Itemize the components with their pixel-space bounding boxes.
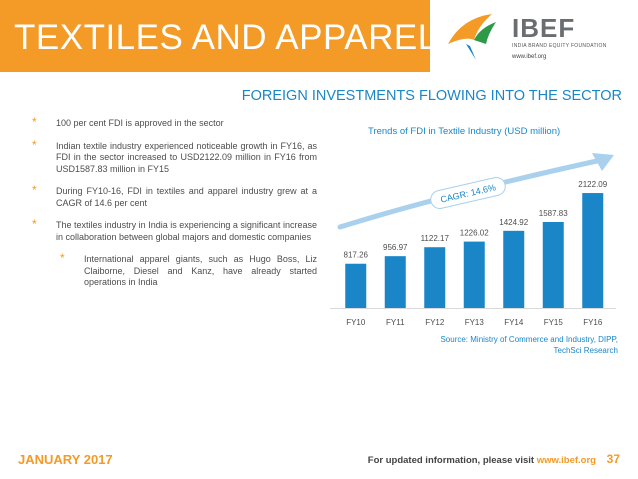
- logo-url[interactable]: www.ibef.org: [512, 54, 547, 60]
- bullet-text: 100 per cent FDI is approved in the sect…: [56, 118, 224, 128]
- star-bullet-icon: *: [32, 217, 37, 231]
- bullet-item: * 100 per cent FDI is approved in the sec…: [32, 115, 317, 130]
- bullet-item: * Indian textile industry experienced not…: [32, 137, 317, 176]
- bar-fy13: [463, 241, 485, 308]
- data-label: 2122.09: [578, 180, 607, 189]
- title-band: TEXTILES AND APPAREL: [0, 0, 437, 72]
- bullet-item: * During FY10-16, FDI in textiles and app…: [32, 183, 317, 209]
- cagr-badge: CAGR: 14.6%: [430, 176, 506, 210]
- star-bullet-icon: *: [32, 183, 37, 197]
- logo-wordmark: IBEF: [512, 13, 576, 43]
- sub-bullet-item: * International apparel giants, such as H…: [60, 251, 317, 289]
- star-bullet-icon: *: [32, 115, 37, 129]
- chart-title: Trends of FDI in Textile Industry (USD m…: [368, 126, 561, 137]
- fdi-bar-chart: 817.26 FY10 956.97 FY11 1122.17 FY12 1226.02 FY…: [330, 153, 616, 327]
- data-label: 817.26: [344, 251, 369, 260]
- data-label: 1122.17: [421, 234, 450, 243]
- data-label: 956.97: [383, 243, 408, 252]
- x-tick-label: FY16: [583, 318, 603, 327]
- chart-source: Source: Ministry of Commerce and Industr…: [440, 335, 618, 355]
- data-label: 1424.92: [499, 218, 528, 227]
- x-tick-label: FY15: [544, 318, 564, 327]
- bullet-text: Indian textile industry experienced noti…: [56, 140, 317, 174]
- footer-note: For updated information, please visit ww…: [368, 455, 596, 466]
- page-number: 37: [606, 452, 620, 466]
- star-bullet-icon: *: [32, 137, 37, 152]
- footer-link[interactable]: www.ibef.org: [536, 455, 596, 466]
- x-tick-label: FY10: [346, 318, 366, 327]
- data-label: 1226.02: [460, 229, 489, 238]
- cagr-arrowhead-icon: [592, 153, 614, 171]
- cagr-badge-box: [430, 176, 506, 210]
- footer-date: JANUARY 2017: [18, 452, 113, 467]
- bar-fy14: [503, 230, 525, 308]
- bar-fy11: [384, 256, 406, 308]
- x-tick-label: FY13: [465, 318, 485, 327]
- star-bullet-icon: *: [60, 251, 65, 265]
- page-title: TEXTILES AND APPAREL: [14, 18, 438, 57]
- bullet-item: * The textiles industry in India is exper…: [32, 217, 317, 243]
- ibef-logo: IBEF INDIA BRAND EQUITY FOUNDATION www.i…: [430, 0, 638, 72]
- x-tick-label: FY14: [504, 318, 524, 327]
- bullet-text: During FY10-16, FDI in textiles and appa…: [56, 186, 317, 208]
- bullet-list: * 100 per cent FDI is approved in the sec…: [32, 115, 317, 300]
- bullet-text: The textiles industry in India is experi…: [56, 220, 317, 242]
- bird-logo-icon: [448, 14, 496, 60]
- bar-fy15: [542, 221, 564, 308]
- bar-fy12: [424, 247, 446, 308]
- data-label: 1587.83: [539, 209, 568, 218]
- footer-text: For updated information, please visit: [367, 455, 535, 466]
- section-title: FOREIGN INVESTMENTS FLOWING INTO THE SEC…: [241, 88, 622, 104]
- bar-fy10: [345, 263, 367, 308]
- x-tick-label: FY12: [425, 318, 445, 327]
- bullet-text: International apparel giants, such as Hu…: [84, 254, 317, 287]
- x-tick-label: FY11: [386, 318, 405, 327]
- logo-tagline: INDIA BRAND EQUITY FOUNDATION: [512, 43, 607, 49]
- bar-fy16: [582, 193, 604, 308]
